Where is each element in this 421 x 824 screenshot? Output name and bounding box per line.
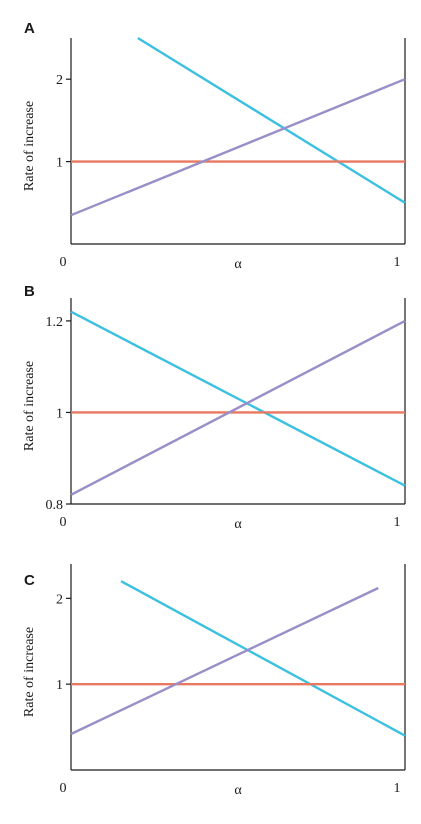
series-line-1: [70, 310, 406, 487]
x-tick-label: 1: [394, 781, 401, 796]
x-tick-label: 0: [60, 255, 67, 270]
x-tick-label: 1: [394, 255, 401, 270]
series-line-1: [137, 36, 406, 204]
y-tick-label: 1.2: [46, 315, 64, 330]
panel-letter: C: [24, 572, 35, 589]
y-tick-label: 2: [56, 592, 63, 607]
panel-c: C 1 2 0 1 α Rate of increase: [22, 564, 406, 798]
y-tick-label: 0.8: [46, 498, 64, 513]
x-tick-label: 0: [60, 781, 67, 796]
panel-a: A 1 2 0 1 α Rate of increase: [22, 20, 406, 272]
y-axis-title: Rate of increase: [22, 627, 37, 717]
panel-b: B 0.8 1 1.2 0 1 α Rate of increase: [22, 283, 406, 532]
y-axis-title: Rate of increase: [22, 101, 37, 191]
x-tick-label: 1: [394, 515, 401, 530]
panel-letter: A: [24, 20, 35, 37]
series-line-3: [70, 78, 406, 217]
panel-letter: B: [24, 283, 35, 300]
y-tick-label: 1: [56, 156, 63, 171]
series-line-3: [70, 319, 406, 496]
y-tick-label: 1: [56, 678, 63, 693]
x-axis-title: α: [234, 517, 242, 532]
y-tick-label: 1: [56, 406, 63, 421]
y-tick-label: 2: [56, 73, 63, 88]
x-axis-title: α: [234, 783, 242, 798]
x-tick-label: 0: [60, 515, 67, 530]
series-line-1: [120, 580, 406, 737]
y-axis-title: Rate of increase: [22, 361, 37, 451]
x-axis-title: α: [234, 257, 242, 272]
series-line-3: [70, 586, 379, 736]
